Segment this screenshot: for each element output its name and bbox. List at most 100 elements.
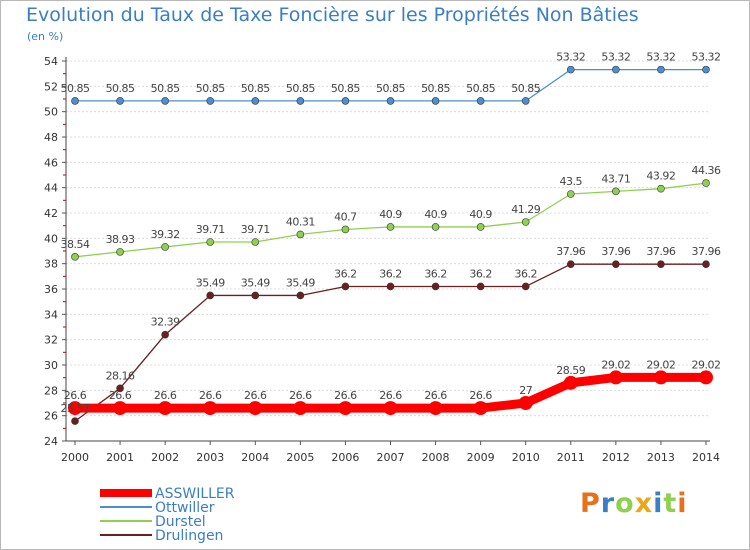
data-label: 43.92: [646, 170, 675, 183]
data-point: [386, 223, 395, 231]
data-point: [116, 97, 124, 105]
data-point: [386, 97, 395, 105]
logo-letter: i: [677, 488, 688, 519]
data-label: 40.9: [379, 208, 402, 221]
x-tick-label: 2001: [106, 451, 134, 464]
y-tick-label: 38: [44, 258, 58, 271]
data-label: 26.6: [244, 389, 267, 402]
logo-letter: t: [663, 488, 678, 519]
data-point: [341, 282, 350, 291]
y-tick-label: 42: [44, 207, 58, 220]
data-point: [653, 370, 668, 385]
data-label: 26.6: [469, 389, 492, 402]
data-label: 41.29: [511, 203, 540, 216]
legend-label: Ottwiller: [155, 500, 215, 516]
logo-letter: r: [600, 488, 616, 519]
data-label: 50.85: [331, 82, 360, 95]
y-tick-label: 44: [44, 182, 58, 195]
data-label: 40.7: [334, 210, 357, 223]
y-tick-label: 30: [44, 359, 58, 372]
data-label: 40.31: [286, 215, 315, 228]
data-point: [203, 401, 218, 416]
data-point: [68, 401, 82, 416]
legend-label: Durstel: [155, 514, 206, 530]
data-label: 26.6: [64, 389, 87, 402]
data-label: 37.96: [646, 245, 675, 258]
data-point: [657, 260, 665, 268]
data-label: 50.85: [511, 82, 540, 95]
data-point: [521, 97, 530, 105]
data-label: 37.96: [556, 245, 585, 258]
x-tick-label: 2004: [241, 451, 269, 464]
data-label: 35.49: [196, 276, 225, 289]
data-label: 43.5: [560, 175, 583, 188]
data-label: 38.54: [61, 238, 90, 251]
data-point: [702, 179, 710, 187]
data-point: [71, 97, 79, 105]
data-point: [383, 401, 398, 416]
data-point: [158, 401, 173, 416]
logo-letter: o: [615, 488, 635, 519]
x-tick-label: 2012: [602, 451, 630, 464]
data-label: 26.6: [379, 389, 402, 402]
data-point: [702, 65, 710, 74]
data-label: 40.9: [469, 208, 492, 221]
data-point: [476, 282, 485, 291]
data-label: 50.85: [196, 82, 225, 95]
data-label: 26.6: [334, 389, 357, 402]
y-tick-label: 32: [44, 334, 58, 347]
data-label: 50.85: [106, 82, 135, 95]
data-point: [296, 291, 305, 300]
data-point: [566, 190, 575, 198]
x-axis-ticks: 2000 2001 2002 2003 2004 2005 2006 2007 2008 2009…: [61, 441, 720, 464]
data-point: [612, 65, 620, 74]
data-point: [296, 97, 305, 105]
data-point: [612, 260, 620, 268]
data-label: 53.32: [601, 51, 630, 64]
data-label: 50.85: [421, 82, 450, 95]
data-label: 43.71: [601, 172, 630, 185]
data-label: 37.96: [692, 245, 721, 258]
x-tick-label: 2007: [377, 451, 405, 464]
data-point: [476, 97, 485, 105]
proxiti-logo: Proxiti: [580, 488, 688, 519]
data-label: 29.02: [692, 358, 721, 371]
data-label: 26.6: [109, 389, 132, 402]
logo-letter: x: [634, 488, 654, 519]
data-label: 39.71: [196, 223, 225, 236]
data-point: [251, 238, 260, 246]
data-point: [206, 238, 215, 246]
logo-letter: i: [653, 488, 664, 519]
unit-label: (en %): [27, 30, 64, 43]
y-tick-label: 26: [44, 410, 58, 423]
axes: [65, 57, 710, 442]
x-tick-label: 2011: [557, 451, 585, 464]
x-tick-label: 2002: [151, 451, 179, 464]
data-point: [566, 260, 575, 268]
data-point: [431, 223, 440, 231]
x-tick-label: 2013: [647, 451, 675, 464]
data-point: [518, 396, 533, 410]
data-point: [161, 330, 169, 339]
data-point: [612, 187, 620, 196]
x-tick-label: 2005: [286, 451, 314, 464]
data-point: [116, 384, 124, 393]
data-point: [206, 291, 215, 300]
data-label: 26.6: [154, 389, 177, 402]
data-point: [341, 97, 350, 105]
data-label: 38.93: [106, 233, 135, 246]
x-tick-label: 2006: [331, 451, 359, 464]
data-label: 28.16: [106, 369, 135, 382]
data-label: 36.2: [469, 267, 492, 280]
data-point: [116, 248, 124, 256]
data-label: 36.2: [514, 267, 537, 280]
data-point: [341, 225, 350, 234]
data-label: 50.85: [466, 82, 495, 95]
y-tick-label: 24: [44, 435, 58, 448]
data-point: [431, 97, 440, 105]
y-tick-label: 40: [44, 232, 58, 245]
chart-title: Evolution du Taux de Taxe Foncière sur l…: [26, 4, 639, 26]
x-tick-label: 2008: [422, 451, 450, 464]
data-point: [473, 401, 488, 416]
